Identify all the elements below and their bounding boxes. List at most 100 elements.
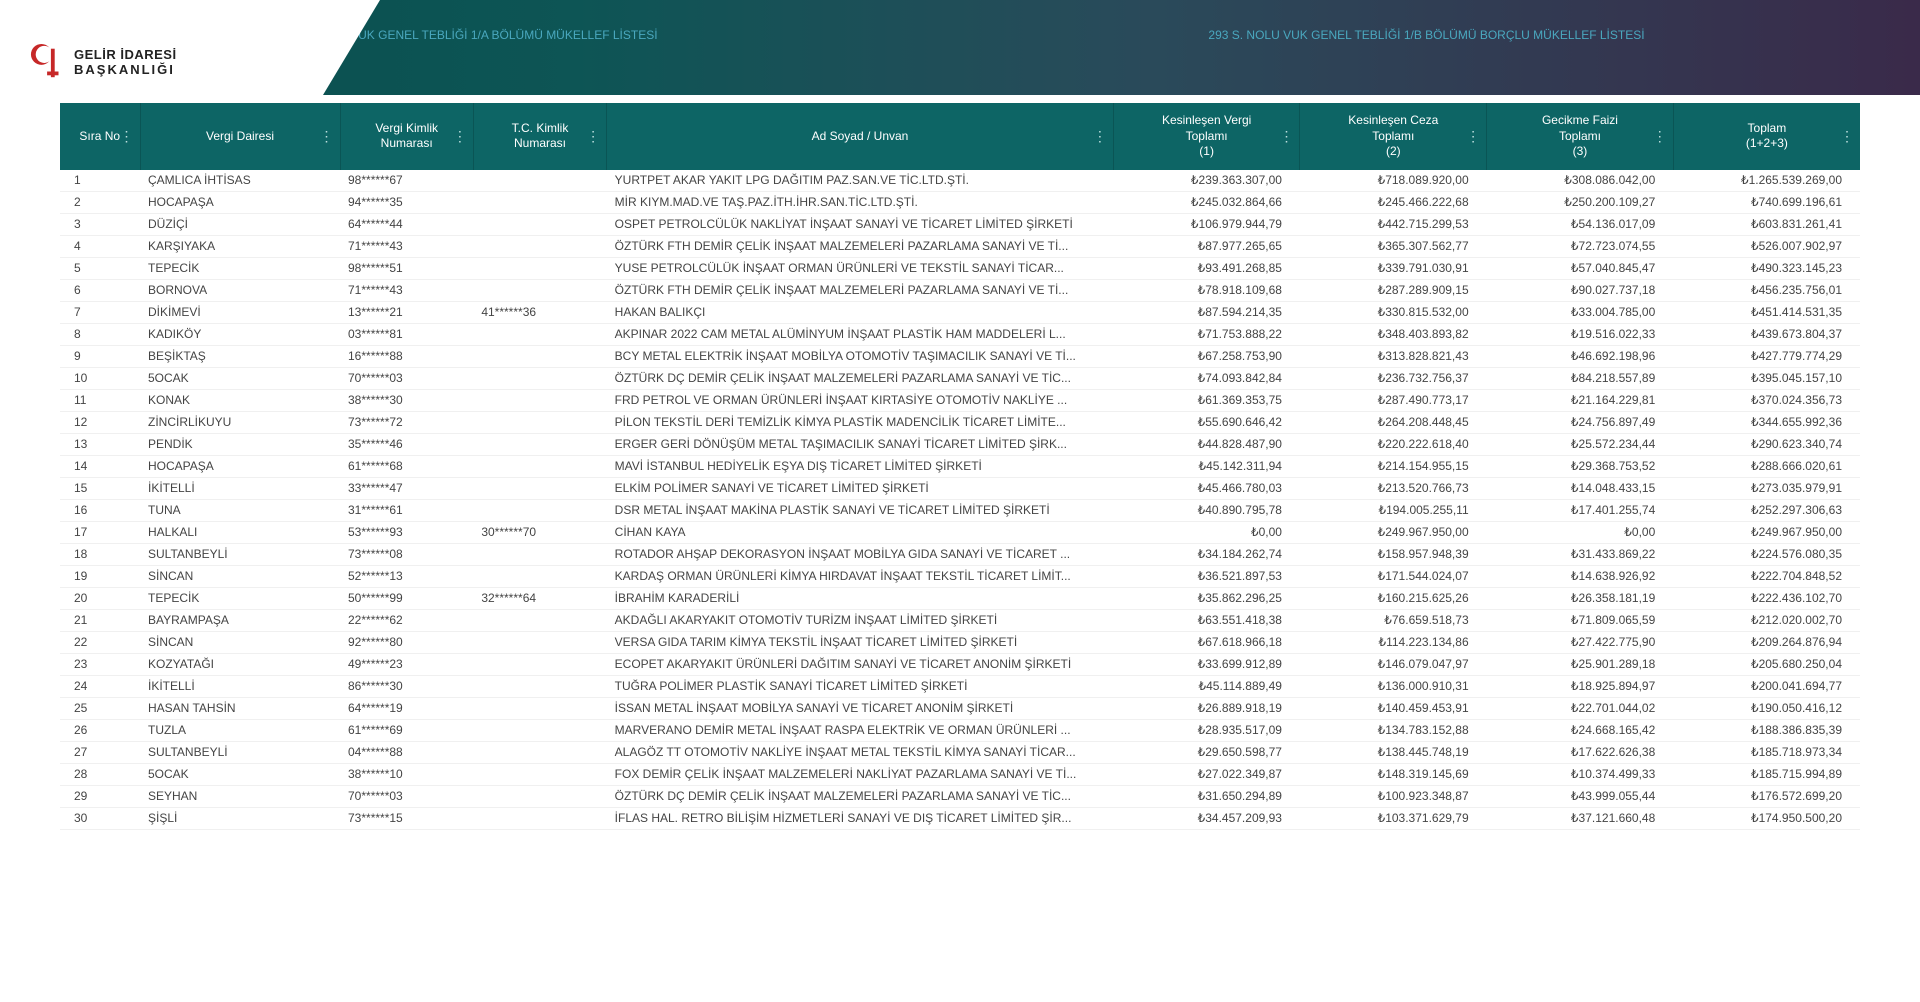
th-kesinlesen-vergi[interactable]: Kesinleşen VergiToplamı(1)⋮ (1113, 103, 1300, 170)
table-row[interactable]: 6BORNOVA71******43ÖZTÜRK FTH DEMİR ÇELİK… (60, 279, 1860, 301)
table-row[interactable]: 16TUNA31******61DSR METAL İNŞAAT MAKİNA … (60, 499, 1860, 521)
cell-ceza: ₺249.967.950,00 (1300, 521, 1487, 543)
th-unvan[interactable]: Ad Soyad / Unvan⋮ (607, 103, 1114, 170)
cell-ceza: ₺287.289.909,15 (1300, 279, 1487, 301)
cell-vkn: 61******68 (340, 455, 473, 477)
cell-vergi: ₺0,00 (1113, 521, 1300, 543)
table-row[interactable]: 9BEŞİKTAŞ16******88BCY METAL ELEKTRİK İN… (60, 345, 1860, 367)
cell-unvan: YURTPET AKAR YAKIT LPG DAĞITIM PAZ.SAN.V… (607, 170, 1114, 192)
cell-vergi: ₺45.114.889,49 (1113, 675, 1300, 697)
cell-faiz: ₺26.358.181,19 (1487, 587, 1674, 609)
cell-faiz: ₺29.368.753,52 (1487, 455, 1674, 477)
column-menu-icon[interactable]: ⋮ (1279, 127, 1293, 145)
table-row[interactable]: 2HOCAPAŞA94******35MİR KIYM.MAD.VE TAŞ.P… (60, 191, 1860, 213)
column-menu-icon[interactable]: ⋮ (120, 127, 134, 145)
cell-ceza: ₺339.791.030,91 (1300, 257, 1487, 279)
column-menu-icon[interactable]: ⋮ (1093, 127, 1107, 145)
th-tckn[interactable]: T.C. Kimlik Numarası⋮ (473, 103, 606, 170)
cell-toplam: ₺451.414.531,35 (1673, 301, 1860, 323)
table-row[interactable]: 285OCAK38******10FOX DEMİR ÇELİK İNŞAAT … (60, 763, 1860, 785)
th-gecikme-faizi[interactable]: Gecikme FaiziToplamı(3)⋮ (1487, 103, 1674, 170)
table-body: 1ÇAMLICA İHTİSAS98******67YURTPET AKAR Y… (60, 170, 1860, 830)
column-menu-icon[interactable]: ⋮ (320, 127, 334, 145)
cell-sira: 10 (60, 367, 140, 389)
column-menu-icon[interactable]: ⋮ (586, 127, 600, 145)
cell-sira: 19 (60, 565, 140, 587)
column-menu-icon[interactable]: ⋮ (1840, 127, 1854, 145)
cell-daire: TUNA (140, 499, 340, 521)
table-row[interactable]: 17HALKALI53******9330******70CİHAN KAYA₺… (60, 521, 1860, 543)
cell-unvan: MİR KIYM.MAD.VE TAŞ.PAZ.İTH.İHR.SAN.TİC.… (607, 191, 1114, 213)
table-row[interactable]: 15İKİTELLİ33******47ELKİM POLİMER SANAYİ… (60, 477, 1860, 499)
cell-tckn (473, 455, 606, 477)
cell-tckn (473, 170, 606, 192)
cell-toplam: ₺205.680.250,04 (1673, 653, 1860, 675)
cell-unvan: ECOPET AKARYAKIT ÜRÜNLERİ DAĞITIM SANAYİ… (607, 653, 1114, 675)
table-row[interactable]: 30ŞİŞLİ73******15İFLAS HAL. RETRO BİLİŞİ… (60, 807, 1860, 829)
cell-toplam: ₺427.779.774,29 (1673, 345, 1860, 367)
table-row[interactable]: 20TEPECİK50******9932******64İBRAHİM KAR… (60, 587, 1860, 609)
table-row[interactable]: 4KARŞIYAKA71******43ÖZTÜRK FTH DEMİR ÇEL… (60, 235, 1860, 257)
cell-daire: BEŞİKTAŞ (140, 345, 340, 367)
th-sira-no[interactable]: Sıra No⋮ (60, 103, 140, 170)
cell-sira: 24 (60, 675, 140, 697)
table-row[interactable]: 19SİNCAN52******13KARDAŞ ORMAN ÜRÜNLERİ … (60, 565, 1860, 587)
table-row[interactable]: 18SULTANBEYLİ73******08ROTADOR AHŞAP DEK… (60, 543, 1860, 565)
cell-faiz: ₺71.809.065,59 (1487, 609, 1674, 631)
table-row[interactable]: 26TUZLA61******69MARVERANO DEMİR METAL İ… (60, 719, 1860, 741)
cell-ceza: ₺160.215.625,26 (1300, 587, 1487, 609)
th-vkn[interactable]: Vergi Kimlik Numarası⋮ (340, 103, 473, 170)
table-row[interactable]: 11KONAK38******30FRD PETROL VE ORMAN ÜRÜ… (60, 389, 1860, 411)
cell-sira: 1 (60, 170, 140, 192)
th-kesinlesen-ceza[interactable]: Kesinleşen CezaToplamı(2)⋮ (1300, 103, 1487, 170)
table-row[interactable]: 12ZİNCİRLİKUYU73******72PİLON TEKSTİL DE… (60, 411, 1860, 433)
cell-tckn (473, 213, 606, 235)
table-row[interactable]: 7DİKİMEVİ13******2141******36HAKAN BALIK… (60, 301, 1860, 323)
cell-vkn: 64******44 (340, 213, 473, 235)
table-row[interactable]: 27SULTANBEYLİ04******88ALAGÖZ TT OTOMOTİ… (60, 741, 1860, 763)
table-row[interactable]: 14HOCAPAŞA61******68MAVİ İSTANBUL HEDİYE… (60, 455, 1860, 477)
cell-faiz: ₺14.048.433,15 (1487, 477, 1674, 499)
table-row[interactable]: 105OCAK70******03ÖZTÜRK DÇ DEMİR ÇELİK İ… (60, 367, 1860, 389)
table-row[interactable]: 25HASAN TAHSİN64******19İSSAN METAL İNŞA… (60, 697, 1860, 719)
cell-toplam: ₺222.704.848,52 (1673, 565, 1860, 587)
table-row[interactable]: 8KADIKÖY03******81AKPINAR 2022 CAM METAL… (60, 323, 1860, 345)
th-vergi-dairesi[interactable]: Vergi Dairesi⋮ (140, 103, 340, 170)
logo[interactable]: GELİR İDARESİ BAŞKANLIĞI (30, 42, 177, 82)
th-toplam[interactable]: Toplam(1+2+3)⋮ (1673, 103, 1860, 170)
table-row[interactable]: 24İKİTELLİ86******30TUĞRA POLİMER PLASTİ… (60, 675, 1860, 697)
table-row[interactable]: 1ÇAMLICA İHTİSAS98******67YURTPET AKAR Y… (60, 170, 1860, 192)
cell-vkn: 31******61 (340, 499, 473, 521)
column-menu-icon[interactable]: ⋮ (1653, 127, 1667, 145)
table-row[interactable]: 3DÜZİÇİ64******44OSPET PETROLCÜLÜK NAKLİ… (60, 213, 1860, 235)
cell-sira: 26 (60, 719, 140, 741)
cell-tckn (473, 631, 606, 653)
cell-vergi: ₺63.551.418,38 (1113, 609, 1300, 631)
cell-ceza: ₺220.222.618,40 (1300, 433, 1487, 455)
column-menu-icon[interactable]: ⋮ (1466, 127, 1480, 145)
cell-daire: HOCAPAŞA (140, 455, 340, 477)
table-row[interactable]: 5TEPECİK98******51YUSE PETROLCÜLÜK İNŞAA… (60, 257, 1860, 279)
cell-vkn: 33******47 (340, 477, 473, 499)
cell-faiz: ₺22.701.044,02 (1487, 697, 1674, 719)
column-menu-icon[interactable]: ⋮ (453, 127, 467, 145)
cell-faiz: ₺90.027.737,18 (1487, 279, 1674, 301)
table-row[interactable]: 13PENDİK35******46ERGER GERİ DÖNÜŞÜM MET… (60, 433, 1860, 455)
cell-unvan: HAKAN BALIKÇI (607, 301, 1114, 323)
cell-vkn: 53******93 (340, 521, 473, 543)
table-row[interactable]: 22SİNCAN92******80VERSA GIDA TARIM KİMYA… (60, 631, 1860, 653)
cell-tckn (473, 477, 606, 499)
cell-daire: SULTANBEYLİ (140, 543, 340, 565)
table-header: Sıra No⋮ Vergi Dairesi⋮ Vergi Kimlik Num… (60, 103, 1860, 170)
table-row[interactable]: 23KOZYATAĞI49******23ECOPET AKARYAKIT ÜR… (60, 653, 1860, 675)
cell-unvan: MARVERANO DEMİR METAL İNŞAAT RASPA ELEKT… (607, 719, 1114, 741)
tab-borclu-listesi[interactable]: 293 S. NOLU VUK GENEL TEBLİĞİ 1/B BÖLÜMÜ… (1208, 28, 1644, 42)
cell-vergi: ₺26.889.918,19 (1113, 697, 1300, 719)
cell-vkn: 92******80 (340, 631, 473, 653)
cell-vkn: 52******13 (340, 565, 473, 587)
cell-vergi: ₺33.699.912,89 (1113, 653, 1300, 675)
table-row[interactable]: 21BAYRAMPAŞA22******62AKDAĞLI AKARYAKIT … (60, 609, 1860, 631)
table-row[interactable]: 29SEYHAN70******03ÖZTÜRK DÇ DEMİR ÇELİK … (60, 785, 1860, 807)
cell-vergi: ₺106.979.944,79 (1113, 213, 1300, 235)
cell-tckn (473, 191, 606, 213)
